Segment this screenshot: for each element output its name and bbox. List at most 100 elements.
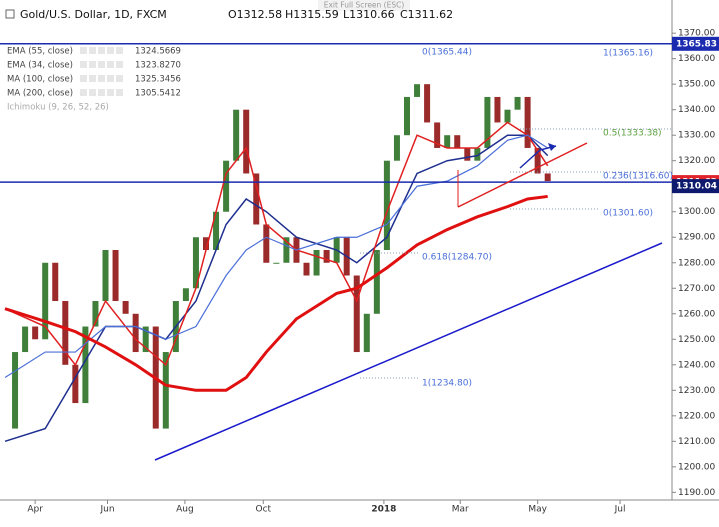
legend-icon[interactable]	[116, 47, 123, 54]
y-tick-label: 1240.00	[678, 360, 715, 370]
legend-icon[interactable]	[98, 75, 105, 82]
candle	[142, 326, 149, 353]
y-tick-label: 1250.00	[678, 335, 715, 345]
candle	[92, 301, 99, 327]
candle	[192, 237, 199, 289]
candle	[404, 96, 410, 136]
legend-icon[interactable]	[80, 75, 87, 82]
candle	[182, 288, 189, 302]
fib-label: 0(1365.44)	[422, 48, 472, 58]
legend: EMA (55, close) 1324.5669 EMA (34, close) 1…	[7, 47, 181, 113]
x-tick-label: Aug	[176, 505, 194, 515]
legend-icon[interactable]	[107, 89, 114, 96]
price-tag	[672, 179, 719, 194]
candle	[62, 301, 69, 365]
candle	[323, 250, 330, 263]
legend-value: 1325.3456	[135, 75, 181, 85]
exit-button[interactable]	[318, 0, 410, 11]
red-trendline	[457, 142, 588, 208]
legend-icon[interactable]	[116, 75, 123, 82]
fib-label: 0.5(1333.38)	[603, 129, 662, 139]
candle	[534, 147, 541, 174]
legend-icon[interactable]	[89, 75, 96, 82]
candle	[313, 250, 320, 276]
legend-name: MA (200, close)	[7, 89, 73, 99]
price-tag	[672, 36, 719, 51]
candle	[22, 326, 29, 353]
candle	[504, 109, 511, 123]
price-tag-label: 1365.83	[676, 39, 717, 49]
candle	[12, 352, 19, 429]
candle	[454, 135, 461, 148]
candle	[414, 84, 421, 97]
y-tick-label: 1270.00	[678, 284, 715, 294]
x-tick-label: May	[528, 505, 547, 515]
legend-icon[interactable]	[107, 61, 114, 68]
candle	[373, 250, 380, 314]
exit-fullscreen[interactable]: Exit Full Screen (ESC)	[324, 1, 405, 10]
candle	[283, 237, 290, 263]
candle	[72, 364, 79, 404]
x-tick-label: Mar	[452, 505, 469, 515]
legend-name: EMA (34, close)	[7, 61, 73, 71]
arrow-head	[548, 143, 556, 151]
legend-icon[interactable]	[80, 47, 87, 54]
legend-icon[interactable]	[89, 47, 96, 54]
legend-icon[interactable]	[107, 75, 114, 82]
candle	[363, 313, 370, 353]
legend-icon[interactable]	[116, 61, 123, 68]
y-tick-label: 1260.00	[678, 309, 715, 319]
candle	[243, 109, 250, 174]
legend-icon[interactable]	[98, 47, 105, 54]
candle	[393, 135, 400, 161]
y-tick-label: 1230.00	[678, 386, 715, 396]
y-tick-label: 1300.00	[678, 207, 715, 217]
ohlc-close: C1311.62	[400, 8, 453, 21]
legend-icon[interactable]	[98, 61, 105, 68]
candle	[514, 96, 521, 110]
x-tick-label: Jul	[614, 505, 626, 515]
candle	[424, 84, 431, 123]
fib-label: 1(1234.80)	[422, 379, 472, 389]
legend-icon[interactable]	[107, 47, 114, 54]
candle	[263, 224, 270, 263]
x-tick-label: Oct	[256, 505, 272, 515]
candle	[32, 326, 39, 340]
candle	[303, 262, 310, 276]
y-tick-label: 1220.00	[678, 411, 715, 421]
candle	[494, 96, 501, 123]
candle	[474, 147, 481, 161]
candle	[544, 173, 551, 182]
plot-area	[0, 43, 672, 443]
candle	[52, 262, 59, 302]
candle	[223, 160, 230, 212]
candle	[82, 326, 89, 404]
y-tick-label: 1340.00	[678, 105, 715, 115]
legend-icon[interactable]	[80, 61, 87, 68]
legend-name: MA (100, close)	[7, 75, 73, 85]
candle	[253, 173, 260, 225]
y-tick-label: 1370.00	[678, 29, 715, 39]
candle	[353, 275, 360, 353]
collapse-icon[interactable]	[5, 9, 15, 19]
candle	[383, 160, 390, 250]
y-tick-label: 1350.00	[678, 80, 715, 90]
fib-label: 0(1301.60)	[603, 209, 653, 219]
legend-icon[interactable]	[89, 89, 96, 96]
fib-label: 0.236(1316.60)	[603, 172, 673, 182]
y-tick-label: 1200.00	[678, 462, 715, 472]
fib-lines	[360, 128, 672, 379]
legend-icon[interactable]	[89, 61, 96, 68]
candle	[233, 109, 240, 161]
legend-name: EMA (55, close)	[7, 47, 73, 57]
x-tick-label: Jun	[99, 505, 114, 515]
fib-label: 1(1365.16)	[603, 49, 653, 59]
candle	[464, 147, 471, 161]
y-tick-label: 1280.00	[678, 258, 715, 268]
legend-icon[interactable]	[98, 89, 105, 96]
legend-icon[interactable]	[116, 89, 123, 96]
ma-line	[4, 194, 548, 392]
legend-icon[interactable]	[80, 89, 87, 96]
y-tick-label: 1360.00	[678, 54, 715, 64]
candle	[112, 250, 119, 302]
